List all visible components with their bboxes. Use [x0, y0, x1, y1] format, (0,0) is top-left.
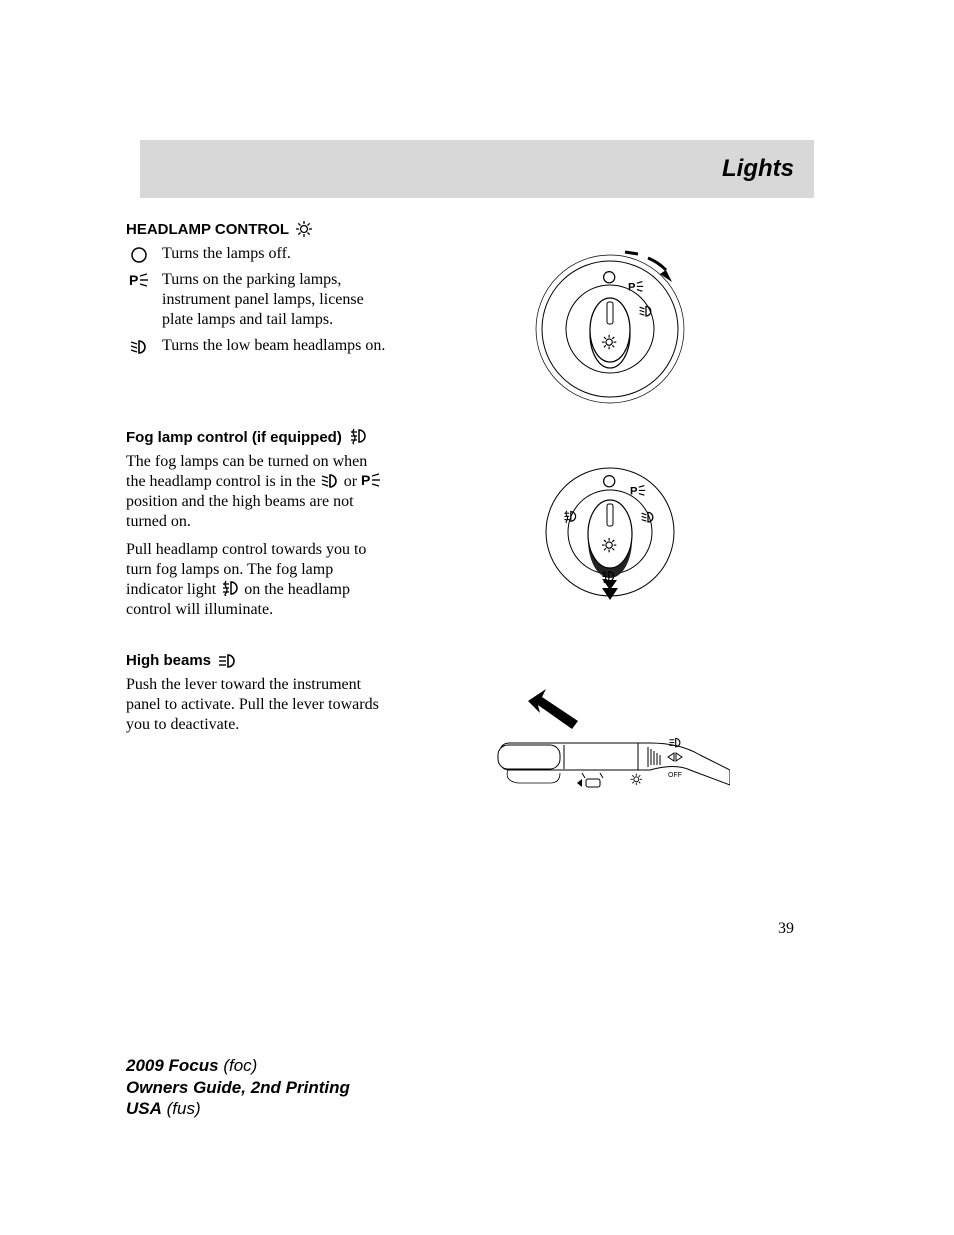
fog-dial-figure	[510, 452, 710, 622]
high-p1: Push the lever toward the instrument pan…	[126, 675, 386, 735]
headlamp-row: Turns the lamps off. Turns on the parkin…	[126, 244, 814, 404]
high-heading: High beams	[126, 652, 814, 669]
headlamp-park-text: Turns on the parking lamps, instrument p…	[162, 270, 386, 330]
footer-region-code: (fus)	[167, 1099, 201, 1118]
fog-figure	[406, 452, 814, 628]
sun-icon	[295, 220, 313, 238]
high-heading-text: High beams	[126, 652, 211, 669]
headlamp-park-row: Turns on the parking lamps, instrument p…	[126, 270, 386, 330]
headlamp-figure	[406, 244, 814, 404]
svg-text:OFF: OFF	[668, 772, 682, 779]
headlamp-heading-text: HEADLAMP CONTROL	[126, 221, 289, 238]
circle-off-icon	[130, 246, 148, 264]
headlamp-low-row: Turns the low beam headlamps on.	[126, 336, 386, 356]
headlamp-dial-figure	[510, 244, 710, 404]
headlamp-heading: HEADLAMP CONTROL	[126, 220, 814, 238]
park-icon	[129, 272, 149, 288]
headlamp-text: Turns the lamps off. Turns on the parkin…	[126, 244, 386, 404]
park-inline-icon	[361, 472, 381, 488]
footer-line1: 2009 Focus (foc)	[126, 1055, 350, 1076]
footer: 2009 Focus (foc) Owners Guide, 2nd Print…	[126, 1055, 350, 1119]
fog-p1b: or	[344, 473, 361, 490]
page-number: 39	[778, 920, 794, 938]
headlamp-off-row: Turns the lamps off.	[126, 244, 386, 264]
footer-model: 2009 Focus	[126, 1056, 219, 1075]
page-content: HEADLAMP CONTROL Turns the lamps off. Tu…	[126, 220, 814, 825]
fog-icon	[348, 428, 368, 446]
footer-region: USA	[126, 1099, 162, 1118]
headlamp-off-text: Turns the lamps off.	[162, 244, 291, 264]
fog-p1: The fog lamps can be turned on when the …	[126, 452, 386, 532]
footer-model-code: (foc)	[223, 1056, 257, 1075]
lowbeam-icon	[129, 338, 149, 356]
high-figure: OFF	[406, 675, 814, 825]
section-title: Lights	[722, 155, 794, 183]
headlamp-low-text: Turns the low beam headlamps on.	[162, 336, 385, 356]
high-text: Push the lever toward the instrument pan…	[126, 675, 386, 825]
fog-heading-text: Fog lamp control (if equipped)	[126, 429, 342, 446]
fog-p2: Pull headlamp control towards you to tur…	[126, 540, 386, 620]
fog-p1c: position and the high beams are not turn…	[126, 493, 354, 530]
footer-guide: Owners Guide, 2nd Printing	[126, 1077, 350, 1098]
section-header: Lights	[140, 140, 814, 198]
fog-row: The fog lamps can be turned on when the …	[126, 452, 814, 628]
lowbeam-inline-icon	[320, 472, 340, 488]
lever-figure: OFF	[490, 675, 730, 825]
footer-line3: USA (fus)	[126, 1098, 350, 1119]
fog-inline-icon	[220, 580, 240, 596]
highbeam-icon	[217, 653, 239, 669]
fog-heading: Fog lamp control (if equipped)	[126, 428, 814, 446]
fog-text: The fog lamps can be turned on when the …	[126, 452, 386, 628]
high-row: Push the lever toward the instrument pan…	[126, 675, 814, 825]
